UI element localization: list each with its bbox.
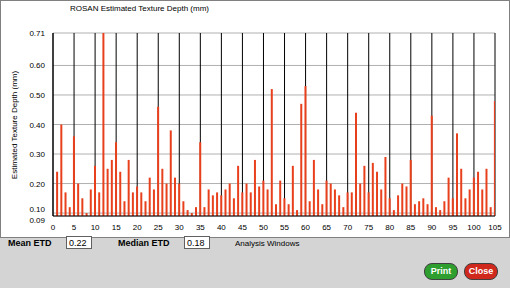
html-text:Mean ETD: Mean ETD — [8, 238, 52, 248]
svg-text:0.30: 0.30 — [29, 150, 45, 159]
svg-text:0: 0 — [51, 223, 56, 232]
svg-text:5: 5 — [72, 223, 77, 232]
svg-text:50: 50 — [259, 223, 268, 232]
svg-text:35: 35 — [196, 223, 205, 232]
svg-text:0.71: 0.71 — [29, 29, 45, 38]
svg-text:0.50: 0.50 — [29, 91, 45, 100]
svg-text:55: 55 — [280, 223, 289, 232]
html-text:Print: Print — [430, 266, 452, 276]
svg-text:65: 65 — [322, 223, 331, 232]
svg-text:0.40: 0.40 — [29, 121, 45, 130]
html-text:Analysis Windows: Analysis Windows — [235, 239, 300, 248]
svg-text:100: 100 — [467, 223, 481, 232]
svg-text:95: 95 — [448, 223, 457, 232]
svg-text:20: 20 — [133, 223, 142, 232]
html-text:Estimated Texture Depth (mm): Estimated Texture Depth (mm) — [9, 70, 19, 180]
svg-text:0.10: 0.10 — [29, 205, 45, 214]
svg-text:90: 90 — [427, 223, 436, 232]
svg-text:105: 105 — [488, 223, 502, 232]
svg-text:0.09: 0.09 — [29, 216, 45, 225]
svg-text:30: 30 — [175, 223, 184, 232]
html-text:ROSAN Estimated Texture Depth: ROSAN Estimated Texture Depth (mm) — [70, 4, 209, 13]
svg-text:45: 45 — [238, 223, 247, 232]
svg-text:0.20: 0.20 — [29, 180, 45, 189]
svg-text:60: 60 — [301, 223, 310, 232]
html-text:0.22: 0.22 — [69, 238, 87, 248]
html-text:Close: Close — [468, 266, 494, 276]
html-text:Median ETD: Median ETD — [118, 238, 170, 248]
svg-text:10: 10 — [91, 223, 100, 232]
svg-text:75: 75 — [364, 223, 373, 232]
svg-text:40: 40 — [217, 223, 226, 232]
svg-text:70: 70 — [343, 223, 352, 232]
svg-text:0.60: 0.60 — [29, 61, 45, 70]
svg-text:85: 85 — [406, 223, 415, 232]
svg-text:25: 25 — [154, 223, 163, 232]
svg-text:80: 80 — [385, 223, 394, 232]
svg-text:15: 15 — [112, 223, 121, 232]
html-text:0.18: 0.18 — [187, 238, 205, 248]
